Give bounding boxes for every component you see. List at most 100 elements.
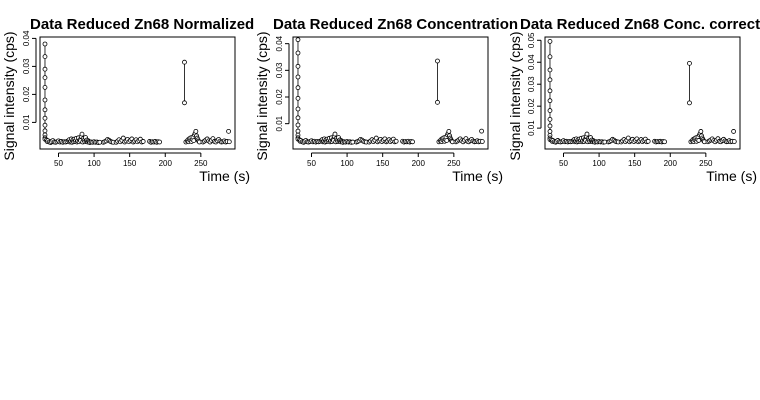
y-tick-label: 0.02 bbox=[22, 86, 31, 102]
x-tick-label: 150 bbox=[123, 159, 137, 168]
data-point bbox=[157, 139, 162, 145]
data-point bbox=[295, 85, 301, 91]
data-point bbox=[645, 138, 651, 144]
y-tick-label: 0.01 bbox=[22, 114, 31, 130]
data-point bbox=[687, 100, 692, 106]
y-tick-label: 0.02 bbox=[527, 98, 536, 114]
data-point bbox=[42, 128, 48, 134]
x-tick-label: 200 bbox=[412, 159, 426, 168]
data-point bbox=[547, 98, 553, 104]
data-point bbox=[687, 60, 692, 66]
y-axis-label: Signal intensity (cps) bbox=[1, 31, 17, 160]
data-point bbox=[295, 95, 301, 101]
x-tick-label: 150 bbox=[376, 159, 390, 168]
x-tick-label: 200 bbox=[664, 159, 678, 168]
data-point bbox=[226, 139, 232, 145]
data-point bbox=[435, 99, 440, 105]
data-point bbox=[547, 129, 553, 134]
data-point bbox=[182, 100, 187, 106]
data-point bbox=[435, 58, 440, 64]
x-tick-label: 50 bbox=[54, 159, 63, 168]
y-tick-label: 0.01 bbox=[527, 120, 536, 136]
data-point bbox=[295, 115, 301, 121]
data-point bbox=[410, 139, 415, 145]
chart-title: Data Reduced Zn68 Normalized bbox=[30, 16, 254, 33]
plot-frame bbox=[39, 36, 236, 150]
data-point bbox=[547, 54, 553, 60]
data-point bbox=[182, 59, 187, 65]
data-point bbox=[226, 128, 231, 134]
data-point bbox=[42, 85, 48, 90]
x-axis-label: Time (s) bbox=[452, 168, 503, 184]
y-tick-label: 0.05 bbox=[527, 32, 536, 48]
x-tick-label: 100 bbox=[592, 159, 606, 168]
y-tick-label: 0.04 bbox=[275, 35, 284, 51]
chart-title: Data Reduced Zn68 Conc. corrected bbox=[520, 16, 760, 33]
data-point bbox=[479, 139, 485, 144]
data-point bbox=[731, 139, 737, 144]
x-tick-label: 200 bbox=[159, 159, 173, 168]
data-point bbox=[42, 122, 48, 128]
data-point bbox=[193, 128, 199, 134]
data-point bbox=[332, 131, 338, 137]
data-point bbox=[42, 66, 48, 72]
data-point bbox=[547, 108, 553, 113]
y-axis-label: Signal intensity (cps) bbox=[254, 31, 270, 160]
y-tick-label: 0.02 bbox=[275, 89, 284, 105]
y-axis-label: Signal intensity (cps) bbox=[507, 31, 523, 160]
data-point bbox=[547, 88, 553, 94]
x-tick-label: 250 bbox=[194, 159, 208, 168]
data-point bbox=[42, 115, 48, 121]
chart-title: Data Reduced Zn68 Concentration bbox=[273, 16, 518, 33]
y-tick-label: 0.03 bbox=[22, 58, 31, 74]
data-point bbox=[698, 129, 704, 134]
data-point bbox=[42, 41, 48, 47]
data-point bbox=[140, 139, 146, 144]
y-tick-label: 0.03 bbox=[527, 76, 536, 92]
y-tick-label: 0.04 bbox=[22, 30, 31, 46]
data-point bbox=[547, 123, 553, 129]
data-point bbox=[295, 63, 301, 69]
x-tick-label: 50 bbox=[559, 159, 568, 168]
data-point bbox=[295, 50, 301, 56]
chart-panel-concentration: Data Reduced Zn68 Concentration Signal i… bbox=[254, 16, 518, 184]
x-tick-label: 150 bbox=[628, 159, 642, 168]
y-tick-label: 0.04 bbox=[527, 54, 536, 70]
chart-panel-normalized: Data Reduced Zn68 Normalized Signal inte… bbox=[1, 16, 254, 184]
x-tick-label: 250 bbox=[699, 159, 713, 168]
data-point bbox=[547, 38, 553, 44]
data-point bbox=[731, 129, 736, 134]
chart-panel-conc-corrected: Data Reduced Zn68 Conc. corrected Signal… bbox=[507, 16, 760, 184]
data-point bbox=[547, 116, 553, 122]
data-point bbox=[444, 138, 450, 143]
data-point bbox=[446, 128, 452, 134]
data-point bbox=[191, 138, 197, 144]
data-point bbox=[696, 138, 702, 143]
data-point bbox=[295, 128, 301, 134]
data-point bbox=[295, 122, 301, 128]
plot-frame bbox=[292, 36, 489, 150]
data-point bbox=[42, 107, 48, 113]
x-tick-label: 100 bbox=[340, 159, 354, 168]
x-tick-label: 100 bbox=[87, 159, 101, 168]
data-point bbox=[42, 54, 48, 59]
data-point bbox=[42, 75, 48, 80]
data-point bbox=[547, 77, 553, 83]
x-axis-label: Time (s) bbox=[706, 168, 757, 184]
data-point bbox=[547, 67, 553, 73]
plot-frame bbox=[544, 36, 741, 150]
data-point bbox=[295, 106, 301, 112]
data-point bbox=[393, 138, 399, 144]
data-point bbox=[42, 97, 48, 103]
x-tick-label: 50 bbox=[307, 159, 316, 168]
data-point bbox=[479, 128, 484, 134]
y-tick-label: 0.03 bbox=[275, 62, 284, 78]
data-point bbox=[295, 74, 301, 80]
y-tick-label: 0.01 bbox=[275, 115, 284, 131]
data-point bbox=[79, 131, 85, 137]
x-axis-label: Time (s) bbox=[199, 168, 250, 184]
data-point bbox=[295, 37, 301, 43]
data-point bbox=[662, 139, 667, 145]
data-point bbox=[584, 131, 590, 137]
